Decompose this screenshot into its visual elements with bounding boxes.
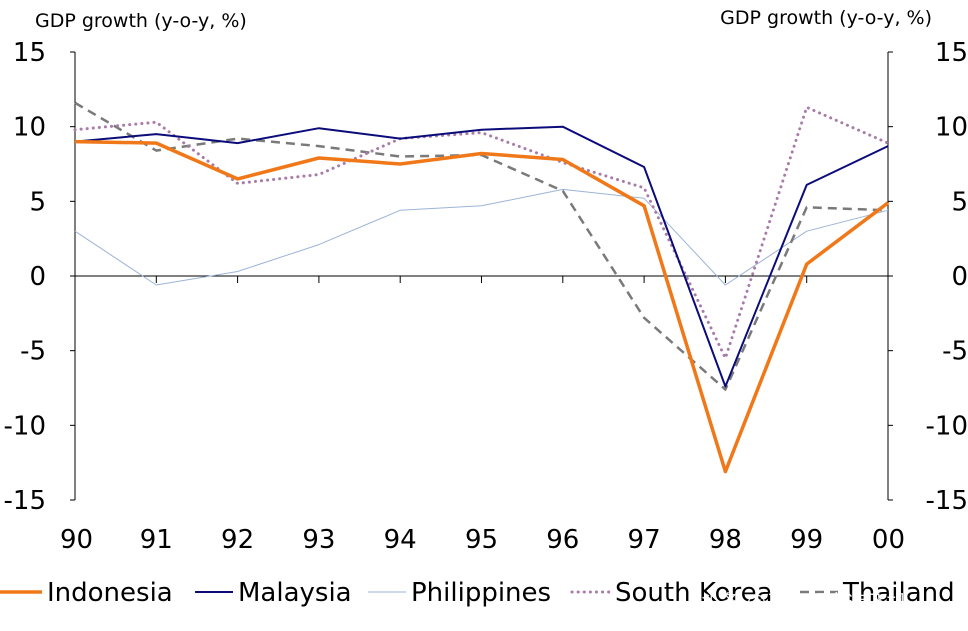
legend-label-thailand: Thailand bbox=[842, 578, 955, 608]
x-tick-label: 91 bbox=[140, 525, 173, 555]
x-tick-label: 95 bbox=[465, 525, 498, 555]
y-tick-label-left: 15 bbox=[13, 38, 46, 68]
y-tick-label-right: 0 bbox=[951, 262, 968, 292]
series-line-philippines bbox=[74, 188, 889, 286]
x-tick-label: 98 bbox=[709, 525, 742, 555]
watermark: 头条 @马卡耶夫造飞机 bbox=[700, 590, 906, 614]
y-tick-label-left: -5 bbox=[20, 337, 46, 367]
y-tick-label-left: -10 bbox=[4, 411, 46, 441]
y-axis-label-left: GDP growth (y-o-y, %) bbox=[35, 10, 247, 32]
y-tick-label-left: 5 bbox=[29, 187, 46, 217]
series-line-thailand bbox=[74, 101, 889, 391]
y-tick-label-right: -15 bbox=[926, 486, 968, 516]
x-tick-label: 94 bbox=[384, 525, 417, 555]
y-tick-label-left: 0 bbox=[29, 262, 46, 292]
x-tick-label: 93 bbox=[302, 525, 335, 555]
x-tick-label: 00 bbox=[872, 525, 905, 555]
series-line-malaysia bbox=[74, 125, 889, 388]
x-tick-label: 90 bbox=[60, 525, 93, 555]
y-tick-label-right: 5 bbox=[951, 187, 968, 217]
legend-label-south-korea: South Korea bbox=[615, 578, 773, 608]
x-tick-label: 96 bbox=[546, 525, 579, 555]
series-layer bbox=[73, 101, 890, 474]
legend-label-malaysia: Malaysia bbox=[238, 578, 352, 608]
y-tick-label-right: -10 bbox=[926, 411, 968, 441]
legend-label-philippines: Philippines bbox=[411, 578, 551, 608]
y-tick-label-left: 10 bbox=[13, 113, 46, 143]
y-tick-label-right: -5 bbox=[942, 337, 968, 367]
y-tick-label-left: -15 bbox=[4, 486, 46, 516]
y-axis-label-right: GDP growth (y-o-y, %) bbox=[720, 7, 932, 29]
series-line-indonesia bbox=[74, 139, 890, 474]
x-tick-label: 97 bbox=[628, 525, 661, 555]
y-tick-label-right: 15 bbox=[935, 38, 968, 68]
x-tick-label: 99 bbox=[790, 525, 823, 555]
legend-label-indonesia: Indonesia bbox=[47, 578, 173, 608]
y-tick-label-right: 10 bbox=[935, 113, 968, 143]
series-line-south-korea bbox=[73, 105, 890, 360]
x-tick-label: 92 bbox=[221, 525, 254, 555]
legend: Indonesia Malaysia Philippines South Korea T… bbox=[0, 578, 955, 608]
